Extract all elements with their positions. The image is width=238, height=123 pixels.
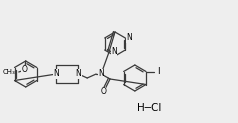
Text: N: N [126,33,132,43]
Text: O: O [100,87,106,97]
Text: CH₃: CH₃ [3,69,16,76]
Text: N: N [75,69,81,78]
Text: N: N [54,69,59,78]
Text: H─Cl: H─Cl [137,103,161,113]
Text: I: I [157,67,159,76]
Text: O: O [22,66,28,75]
Text: N: N [111,47,117,56]
Text: N: N [98,69,104,78]
